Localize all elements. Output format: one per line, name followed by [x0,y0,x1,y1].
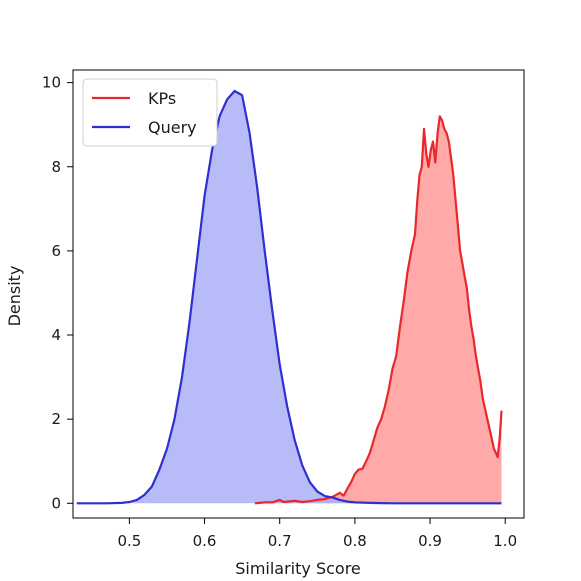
x-tick-label: 1.0 [493,532,517,550]
plot-lines [76,89,503,505]
x-tick-label: 0.7 [268,532,292,550]
line-series-0 [254,115,503,505]
line-series-1 [76,89,502,505]
x-axis-label: Similarity Score [235,559,361,578]
y-axis-label: Density [5,266,24,327]
y-ticks: 0 2 4 6 8 10 [42,74,73,512]
legend-box [82,78,218,147]
x-tick-label: 0.9 [418,532,442,550]
y-tick-label: 0 [51,494,61,512]
y-tick-label: 2 [51,410,61,428]
plot-fills [76,91,502,504]
legend-label-kps: KPs [148,89,176,108]
legend-label-query: Query [148,118,197,137]
x-tick-label: 0.8 [343,532,367,550]
legend: KPs Query [82,78,218,147]
area-fill-series-0 [254,116,502,504]
y-tick-label: 4 [51,326,61,344]
area-fill-series-1 [76,91,502,504]
y-tick-label: 6 [51,242,61,260]
x-tick-label: 0.5 [117,532,141,550]
x-ticks: 0.5 0.6 0.7 0.8 0.9 1.0 [117,518,517,550]
y-tick-label: 8 [51,158,61,176]
plot-frame [72,69,525,519]
x-tick-label: 0.6 [193,532,217,550]
y-tick-label: 10 [42,74,61,92]
